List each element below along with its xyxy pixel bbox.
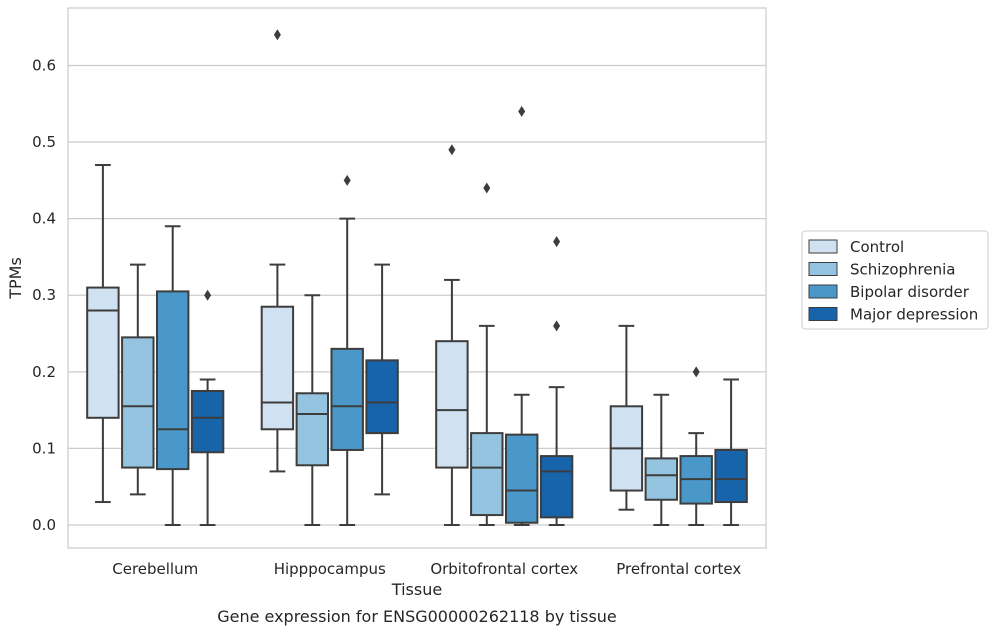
legend-swatch — [808, 307, 838, 321]
legend-label: Bipolar disorder — [850, 283, 970, 301]
legend-swatch — [808, 262, 838, 276]
box-3-0 — [190, 289, 225, 527]
box-body — [539, 455, 574, 519]
box-1-1 — [295, 294, 330, 527]
legend-frame — [801, 230, 989, 330]
box-body — [714, 448, 748, 504]
box-body — [435, 340, 469, 469]
box-2-3 — [679, 366, 713, 527]
y-tick-labels: 0.0 0.1 0.2 0.3 0.4 0.5 0.6 — [32, 56, 56, 534]
outlier-point — [204, 289, 212, 301]
x-tick-label: Orbitofrontal cortex — [430, 560, 578, 578]
boxes — [86, 29, 748, 527]
outlier-point — [518, 105, 526, 117]
box-body — [121, 336, 155, 469]
box-0-1 — [260, 29, 295, 473]
box-body — [470, 432, 504, 517]
legend-label: Major depression — [850, 306, 978, 324]
box-1-2 — [470, 182, 504, 527]
legend-swatch — [808, 239, 838, 254]
legend: Control Schizophrenia Bipolar disorder Majo… — [801, 230, 989, 330]
box-0-0 — [86, 164, 120, 504]
box-body — [365, 359, 399, 435]
x-tick-label: Hipppocampus — [274, 560, 386, 578]
y-tick-label: 0.4 — [32, 210, 56, 228]
y-tick-label: 0.0 — [32, 516, 56, 534]
box-3-3 — [714, 378, 748, 527]
box-0-2 — [435, 144, 469, 527]
figure-caption: Gene expression for ENSG00000262118 by t… — [217, 607, 617, 626]
box-2-1 — [330, 174, 364, 527]
outlier-point — [692, 366, 700, 378]
box-0-3 — [609, 324, 644, 511]
x-axis-label: Tissue — [391, 580, 442, 599]
box-1-3 — [644, 393, 679, 527]
box-3-2 — [539, 236, 574, 527]
outlier-point — [553, 236, 561, 248]
y-axis-label: TPMs — [6, 257, 25, 300]
y-tick-label: 0.2 — [32, 363, 56, 381]
legend-label: Control — [850, 238, 904, 256]
box-body — [190, 389, 225, 454]
box-body — [330, 347, 364, 451]
y-tick-label: 0.3 — [32, 286, 56, 304]
box-body — [86, 286, 120, 419]
x-tick-label: Cerebellum — [112, 560, 198, 578]
x-tick-label: Prefrontal cortex — [616, 560, 741, 578]
outlier-point — [448, 144, 456, 156]
box-2-2 — [504, 105, 539, 527]
outlier-point — [343, 174, 351, 186]
box-2-0 — [155, 225, 190, 527]
box-1-0 — [121, 263, 155, 496]
box-body — [644, 457, 679, 501]
x-tick-labels: Cerebellum Hipppocampus Orbitofrontal cort… — [112, 560, 741, 578]
y-tick-label: 0.6 — [32, 56, 56, 74]
box-body — [504, 433, 539, 524]
legend-swatch — [808, 284, 838, 299]
box-3-1 — [365, 263, 399, 496]
legend-label: Schizophrenia — [850, 261, 955, 279]
outlier-point — [273, 29, 281, 41]
outlier-point — [553, 320, 561, 332]
outlier-point — [483, 182, 491, 194]
legend-items: Control Schizophrenia Bipolar disorder Majo… — [808, 238, 978, 324]
box-body — [155, 290, 190, 471]
box-body — [295, 392, 330, 467]
y-tick-label: 0.5 — [32, 133, 56, 151]
y-tick-label: 0.1 — [32, 439, 56, 457]
plot-area-frame — [67, 7, 767, 549]
box-body — [260, 305, 295, 431]
